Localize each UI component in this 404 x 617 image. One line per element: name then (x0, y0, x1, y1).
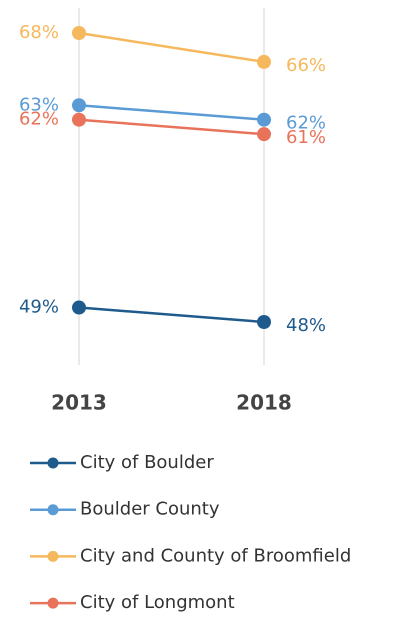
data-point (257, 112, 271, 127)
legend-dot (47, 457, 59, 469)
legend-dot (47, 550, 59, 562)
data-label: 61% (286, 127, 326, 148)
x-tick-label: 2013 (51, 391, 107, 415)
data-label: 62% (286, 113, 326, 134)
data-label: 68% (19, 22, 59, 43)
data-point (257, 127, 271, 142)
series-line (78, 31, 265, 64)
data-point (72, 98, 86, 113)
legend-label: City of Boulder (80, 452, 214, 473)
data-label: 48% (286, 315, 326, 336)
series-line (78, 118, 265, 136)
data-label: 63% (19, 94, 59, 115)
legend-label: City and County of Broomfield (80, 545, 351, 566)
series-line (78, 306, 265, 324)
data-point (72, 300, 86, 315)
data-point (72, 26, 86, 40)
data-label: 62% (19, 109, 59, 130)
data-point (257, 315, 271, 329)
data-point (72, 112, 86, 127)
legend-label: City of Longmont (80, 592, 235, 613)
data-point (257, 54, 271, 69)
data-label: 66% (286, 55, 326, 76)
legend-label: Boulder County (80, 499, 220, 520)
series-line (78, 104, 265, 121)
legend-dot (47, 504, 59, 516)
x-tick-label: 2018 (236, 391, 292, 415)
data-label: 49% (19, 297, 59, 318)
legend-dot (47, 597, 59, 609)
